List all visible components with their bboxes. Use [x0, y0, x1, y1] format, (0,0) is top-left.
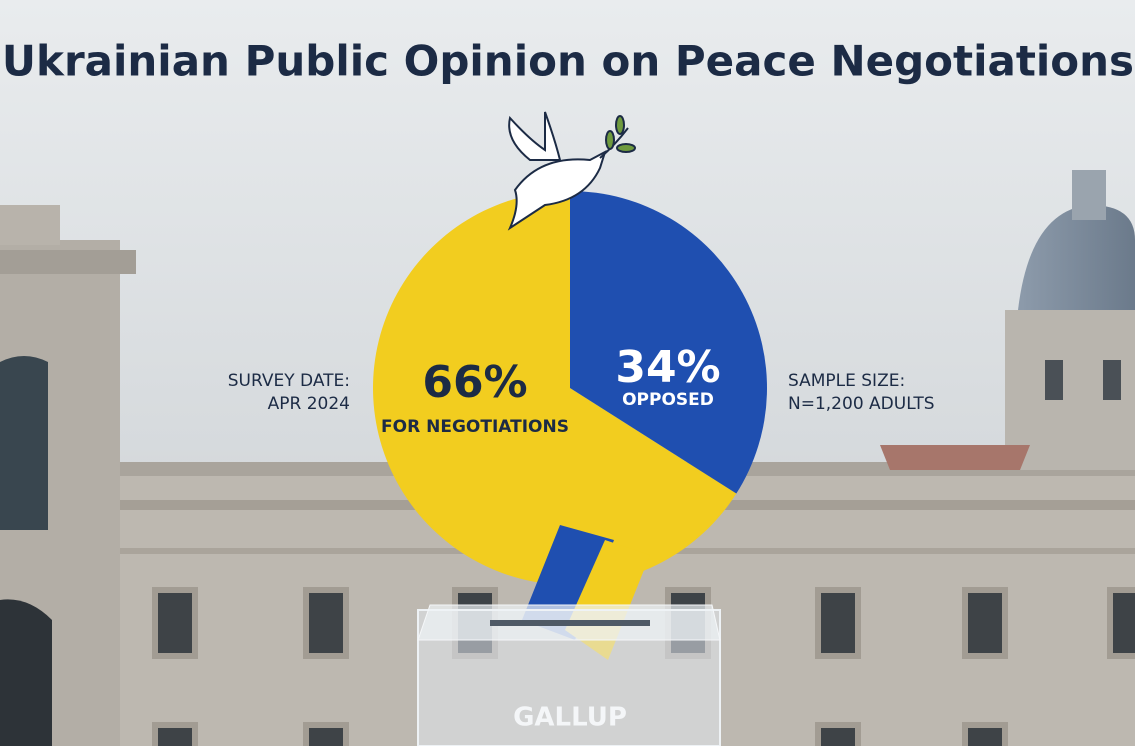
brand-label: GALLUP — [513, 703, 627, 733]
chart-title: Ukrainian Public Opinion on Peace Negoti… — [2, 37, 1134, 86]
ballot-box — [417, 525, 721, 746]
pie-slice — [570, 191, 767, 494]
sample-size: N=1,200 ADULTS — [788, 394, 935, 414]
slice-label: FOR NEGOTIATIONS — [381, 417, 569, 437]
slice-label: OPPOSED — [622, 390, 714, 410]
pie-slice — [372, 191, 737, 586]
survey-date-label: SURVEY DATE: — [228, 371, 350, 391]
value-label: 66% — [422, 357, 527, 408]
pie: 66% FOR NEGOTIATIONS 34%OPPOSED — [372, 191, 767, 586]
value-label: 34% — [615, 342, 720, 393]
survey-date: APR 2024 — [268, 394, 350, 414]
sample-size-label: SAMPLE SIZE: — [788, 371, 905, 391]
dove-icon — [507, 111, 636, 231]
